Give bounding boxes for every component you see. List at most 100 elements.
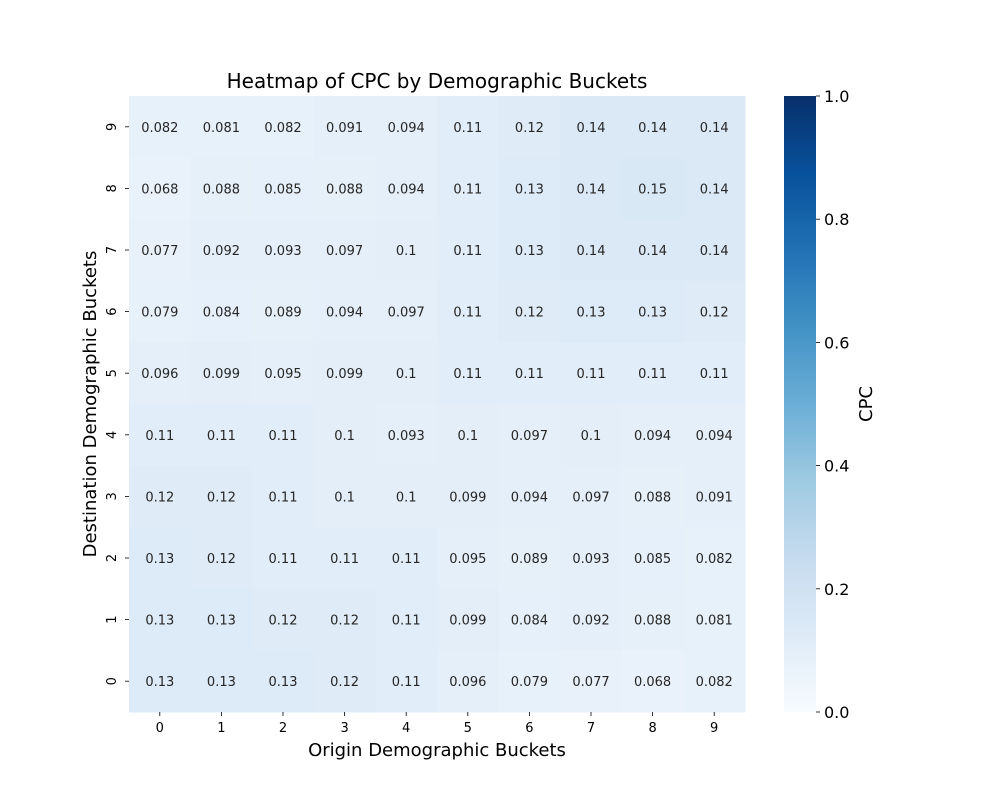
- heatmap-cell-label: 0.14: [700, 244, 729, 259]
- heatmap-cell-label: 0.099: [326, 367, 363, 382]
- heatmap-cell: [621, 280, 684, 343]
- heatmap-cell: [683, 588, 746, 651]
- heatmap-cell: [129, 342, 192, 405]
- heatmap-cell-label: 0.11: [453, 367, 482, 382]
- heatmap-cell-label: 0.082: [696, 675, 733, 690]
- heatmap-cell-label: 0.12: [207, 490, 236, 505]
- heatmap-cell-label: 0.099: [203, 367, 240, 382]
- heatmap-cell: [437, 157, 500, 220]
- heatmap-cell: [313, 157, 376, 220]
- heatmap-cell: [190, 404, 253, 467]
- heatmap-cell: [498, 588, 561, 651]
- y-tick-label: 0: [105, 677, 120, 685]
- heatmap-cell-label: 0.094: [511, 490, 548, 505]
- heatmap-cell-label: 0.1: [396, 367, 417, 382]
- x-tick-label: 5: [464, 721, 472, 736]
- heatmap-cell: [129, 650, 192, 713]
- heatmap-cell: [313, 219, 376, 282]
- heatmap-cell-label: 0.084: [511, 614, 548, 629]
- heatmap-cell-label: 0.14: [577, 244, 606, 259]
- heatmap-cell-label: 0.11: [700, 367, 729, 382]
- x-tick-label: 9: [710, 721, 718, 736]
- heatmap-cell: [313, 465, 376, 528]
- heatmap-cell-label: 0.14: [638, 244, 667, 259]
- heatmap-cell-label: 0.093: [572, 552, 609, 567]
- heatmap-cell: [437, 96, 500, 159]
- x-tick-label: 3: [340, 721, 348, 736]
- heatmap-cell: [190, 588, 253, 651]
- heatmap-cell-label: 0.099: [449, 614, 486, 629]
- heatmap-cell: [498, 650, 561, 713]
- heatmap-cell: [683, 157, 746, 220]
- heatmap-cell-label: 0.091: [326, 121, 363, 136]
- heatmap-cell: [375, 280, 438, 343]
- heatmap-cell-label: 0.097: [511, 429, 548, 444]
- heatmap-cell: [683, 404, 746, 467]
- heatmap-cell: [560, 404, 623, 467]
- heatmap-cell: [498, 219, 561, 282]
- heatmap-cell-label: 0.088: [634, 490, 671, 505]
- heatmap-cell: [375, 157, 438, 220]
- heatmap-cell: [621, 342, 684, 405]
- heatmap-cell-label: 0.077: [572, 675, 609, 690]
- heatmap-cell: [437, 465, 500, 528]
- colorbar-tick-label: 0.2: [824, 580, 849, 599]
- x-tick-label: 1: [217, 721, 225, 736]
- heatmap-cell-label: 0.11: [207, 429, 236, 444]
- heatmap-cell-label: 0.097: [388, 306, 425, 321]
- heatmap-cells: [129, 96, 746, 713]
- heatmap-cell-label: 0.11: [453, 121, 482, 136]
- y-tick-label: 7: [105, 246, 120, 254]
- heatmap-cell: [190, 280, 253, 343]
- heatmap-cell-label: 0.093: [264, 244, 301, 259]
- heatmap-cell: [313, 588, 376, 651]
- colorbar-ticks: 0.0 0.2 0.4 0.6 0.8 1.0: [816, 87, 849, 722]
- heatmap-cell-label: 0.096: [141, 367, 178, 382]
- heatmap-cell: [252, 96, 315, 159]
- heatmap-cell: [621, 650, 684, 713]
- heatmap-cell-label: 0.11: [453, 306, 482, 321]
- heatmap-cell: [621, 527, 684, 590]
- heatmap-cell-label: 0.12: [700, 306, 729, 321]
- heatmap-cell: [252, 527, 315, 590]
- heatmap-cell-label: 0.13: [145, 552, 174, 567]
- heatmap-cell-label: 0.085: [264, 182, 301, 197]
- heatmap-cell-label: 0.13: [145, 614, 174, 629]
- heatmap-cell: [560, 280, 623, 343]
- heatmap-cell: [129, 280, 192, 343]
- heatmap-cell-label: 0.097: [572, 490, 609, 505]
- heatmap-cell-label: 0.081: [203, 121, 240, 136]
- heatmap-cell: [190, 219, 253, 282]
- heatmap-cell: [683, 280, 746, 343]
- heatmap-cell: [498, 465, 561, 528]
- heatmap-cell-label: 0.13: [638, 306, 667, 321]
- heatmap-cell-label: 0.094: [388, 121, 425, 136]
- heatmap-cell: [560, 219, 623, 282]
- heatmap-cell-label: 0.089: [264, 306, 301, 321]
- heatmap-cell-label: 0.092: [203, 244, 240, 259]
- heatmap-cell: [375, 219, 438, 282]
- heatmap-cell: [313, 280, 376, 343]
- heatmap-cell: [313, 342, 376, 405]
- heatmap-cell: [437, 527, 500, 590]
- heatmap-cell-label: 0.1: [457, 429, 478, 444]
- heatmap-cell: [375, 527, 438, 590]
- heatmap-cell: [375, 342, 438, 405]
- y-tick-label: 6: [105, 307, 120, 315]
- colorbar-label: CPC: [856, 386, 877, 422]
- heatmap-cell: [129, 157, 192, 220]
- heatmap-cell-label: 0.14: [700, 182, 729, 197]
- heatmap-cell-label: 0.088: [634, 614, 671, 629]
- heatmap-cell-label: 0.1: [334, 490, 355, 505]
- heatmap-cell: [252, 465, 315, 528]
- heatmap-cell: [313, 527, 376, 590]
- heatmap-cell-label: 0.094: [634, 429, 671, 444]
- heatmap-cell: [560, 650, 623, 713]
- heatmap-cell-label: 0.13: [515, 244, 544, 259]
- heatmap-cell-label: 0.1: [334, 429, 355, 444]
- x-tick-label: 2: [279, 721, 287, 736]
- heatmap-cell: [683, 219, 746, 282]
- x-axis-label: Origin Demographic Buckets: [308, 740, 566, 761]
